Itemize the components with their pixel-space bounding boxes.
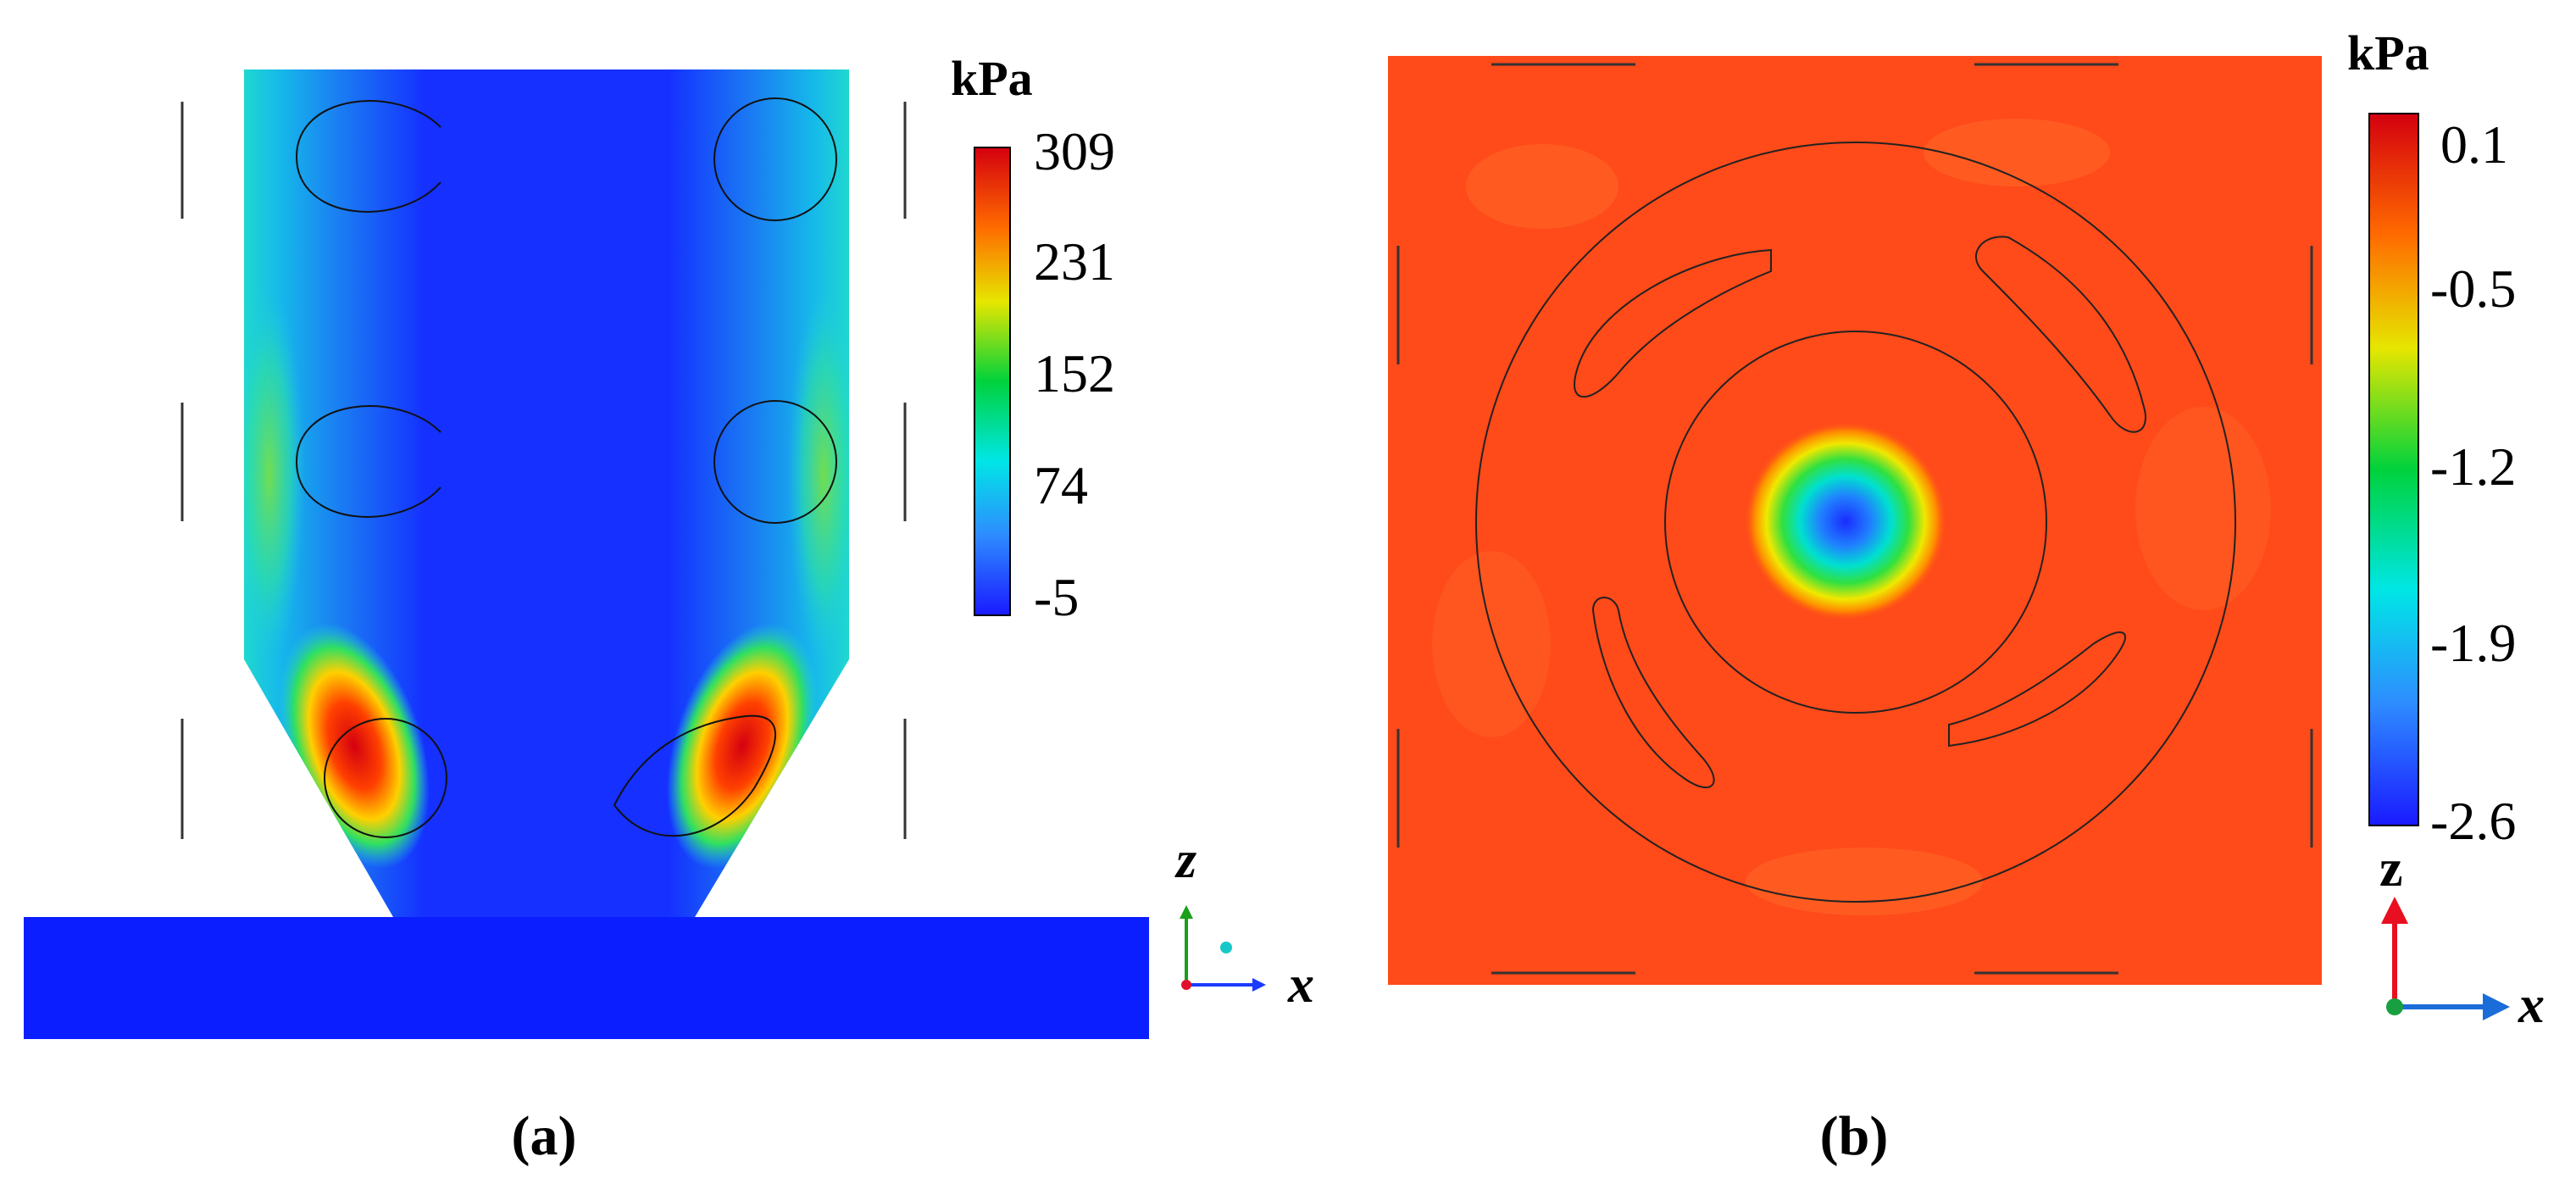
colorbar-a-tick: 231 (1034, 231, 1115, 292)
colorbar-b: kPa 0.1 -0.5 -1.2 -1.9 -2.6 (2347, 25, 2516, 851)
contour-lines-b (1475, 142, 2236, 903)
panel-a: kPa 309 231 152 74 -5 z x (a) (24, 51, 1314, 1167)
base-slab (24, 917, 1149, 1039)
boundary-marks (180, 102, 907, 839)
colorbar-a-tick: 152 (1034, 343, 1115, 403)
low-pressure-center (1744, 421, 1947, 621)
colorbar-b-tick: -2.6 (2430, 791, 2516, 851)
colorbar-b-tick: -1.2 (2430, 436, 2516, 497)
colorbar-a-tick: 309 (1034, 121, 1115, 181)
axis-b-x-label: x (2518, 976, 2545, 1034)
axis-b-z-label: z (2379, 840, 2403, 898)
colorbar-b-tick: -1.9 (2430, 613, 2516, 673)
caption-b: (b) (1820, 1105, 1889, 1167)
colorbar-a-unit: kPa (951, 51, 1033, 106)
colorbar-a: kPa 309 231 152 74 -5 (951, 51, 1115, 627)
column-body (244, 69, 849, 917)
colorbar-b-unit: kPa (2347, 25, 2429, 81)
colorbar-a-tick: -5 (1034, 567, 1079, 627)
colorbar-b-tick: 0.1 (2440, 114, 2508, 175)
axis-a-x-label: x (1287, 956, 1314, 1014)
axis-a-z-label: z (1174, 831, 1196, 889)
boundary-marks-b (1396, 63, 2313, 975)
colorbar-a-tick: 74 (1034, 455, 1088, 515)
axis-triad-b: z x (2379, 840, 2545, 1034)
axis-triad-a: z x (1174, 831, 1314, 1014)
field-texture (1432, 119, 2271, 915)
panel-b: kPa 0.1 -0.5 -1.2 -1.9 -2.6 z x (b) (1388, 25, 2545, 1167)
colorbar-b-tick: -0.5 (2430, 258, 2516, 319)
contour-lines (295, 97, 837, 838)
caption-a: (a) (512, 1105, 577, 1167)
